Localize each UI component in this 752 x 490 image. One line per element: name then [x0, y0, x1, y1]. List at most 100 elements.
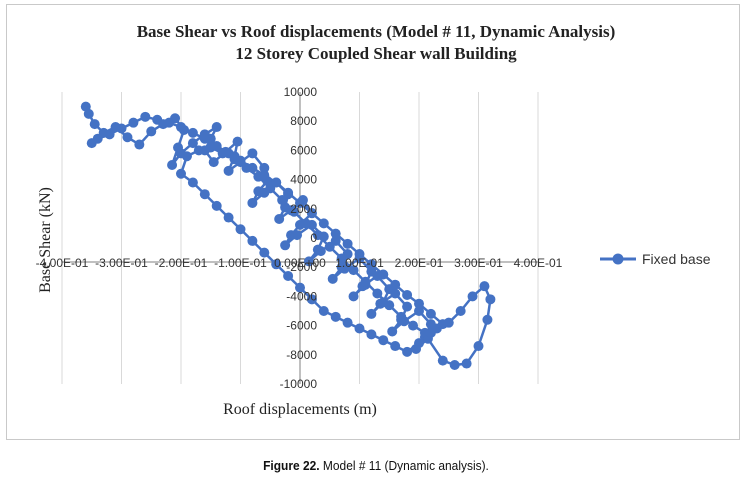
y-tick-label-2: -6000	[286, 319, 317, 333]
data-point	[336, 253, 347, 264]
data-point	[300, 218, 311, 229]
data-point	[437, 355, 448, 366]
x-tick-label-0: -4.00E-01	[36, 256, 89, 270]
caption-text: Model # 11 (Dynamic analysis).	[319, 458, 489, 473]
y-tick-label-7: 4000	[290, 173, 317, 187]
data-point	[437, 319, 448, 330]
tick-labels: -4.00E-01 -3.00E-01 -2.00E-01 -1.00E-01 0.00…	[36, 85, 563, 391]
data-point	[152, 114, 163, 125]
data-point	[366, 329, 377, 340]
data-point	[387, 326, 398, 337]
data-point	[259, 170, 270, 181]
data-point	[223, 212, 234, 223]
data-point	[378, 269, 389, 280]
data-point	[485, 294, 496, 305]
data-point	[283, 187, 294, 198]
data-point	[223, 148, 234, 159]
data-point	[366, 259, 377, 270]
data-point	[280, 240, 291, 251]
data-point	[390, 279, 401, 290]
data-point	[414, 298, 424, 309]
caption-label: Figure 22.	[263, 458, 320, 473]
y-tick-label-1: -8000	[286, 348, 317, 362]
data-point	[232, 136, 243, 147]
x-axis-label: Roof displacements (m)	[223, 401, 377, 418]
data-point	[324, 241, 335, 252]
data-point	[402, 289, 413, 300]
data-point	[235, 155, 246, 166]
data-point	[312, 230, 323, 241]
data-point	[461, 358, 472, 369]
y-tick-label-5: 0	[310, 231, 317, 245]
data-point	[330, 228, 341, 239]
x-tick-label-3: -1.00E-01	[214, 256, 267, 270]
data-point	[199, 133, 210, 144]
data-point	[295, 282, 305, 293]
data-point	[342, 317, 353, 328]
y-tick-label-0: -10000	[280, 377, 318, 391]
data-point	[479, 281, 490, 292]
chart-plot: -4.00E-01 -3.00E-01 -2.00E-01 -1.00E-01 0.00…	[36, 85, 711, 418]
legend-marker	[612, 253, 624, 265]
data-point	[259, 162, 270, 173]
data-point	[247, 197, 258, 208]
data-point	[247, 162, 258, 173]
data-point	[187, 127, 198, 138]
data-point	[402, 346, 413, 357]
data-point	[339, 263, 350, 274]
data-point	[104, 129, 115, 140]
data-point	[315, 246, 326, 257]
data-point	[271, 259, 282, 270]
data-point	[116, 123, 127, 134]
data-point	[354, 249, 365, 260]
data-point	[473, 341, 484, 352]
data-point	[330, 311, 341, 322]
data-point	[342, 238, 353, 249]
data-point	[378, 335, 389, 346]
data-point	[187, 177, 198, 188]
legend: Fixed base	[600, 251, 711, 267]
data-point	[318, 306, 329, 316]
data-point	[449, 360, 460, 371]
y-tick-label-6: 2000	[290, 202, 317, 216]
data-point	[289, 206, 300, 217]
x-tick-label-1: -3.00E-01	[95, 256, 148, 270]
data-point	[89, 119, 100, 130]
data-point	[235, 224, 246, 235]
data-point	[223, 165, 234, 176]
data-point	[372, 288, 383, 299]
data-point	[274, 214, 285, 225]
data-point	[384, 300, 395, 311]
x-tick-label-2: -2.00E-01	[155, 256, 208, 270]
y-tick-label-3: -4000	[286, 289, 317, 303]
data-point	[366, 308, 377, 319]
chart-title: Base Shear vs Roof displacements (Model …	[136, 22, 616, 41]
figure-frame	[6, 4, 740, 440]
x-tick-label-7: 3.00E-01	[454, 256, 503, 270]
legend-label: Fixed base	[642, 251, 711, 267]
data-point	[259, 247, 270, 258]
data-point	[425, 308, 436, 319]
data-point	[247, 148, 258, 159]
data-point	[283, 270, 294, 281]
data-point	[247, 235, 258, 246]
data-point	[181, 151, 192, 162]
data-point	[208, 157, 219, 168]
x-tick-label-4: 0.00E+00	[274, 256, 326, 270]
data-point	[396, 311, 407, 322]
data-point	[295, 197, 305, 208]
data-point	[402, 301, 413, 312]
data-point	[318, 218, 329, 229]
data-point	[122, 132, 133, 143]
data-point	[306, 208, 317, 219]
data-point	[455, 306, 466, 316]
data-point	[390, 288, 401, 299]
data-point	[199, 189, 210, 200]
data-point	[134, 139, 145, 150]
data-point	[167, 160, 178, 170]
data-point	[211, 122, 222, 133]
y-axis-label: Base Shear (kN)	[37, 187, 54, 293]
data-point	[467, 291, 478, 302]
y-tick-label-10: 10000	[284, 85, 318, 99]
data-point	[128, 117, 139, 128]
